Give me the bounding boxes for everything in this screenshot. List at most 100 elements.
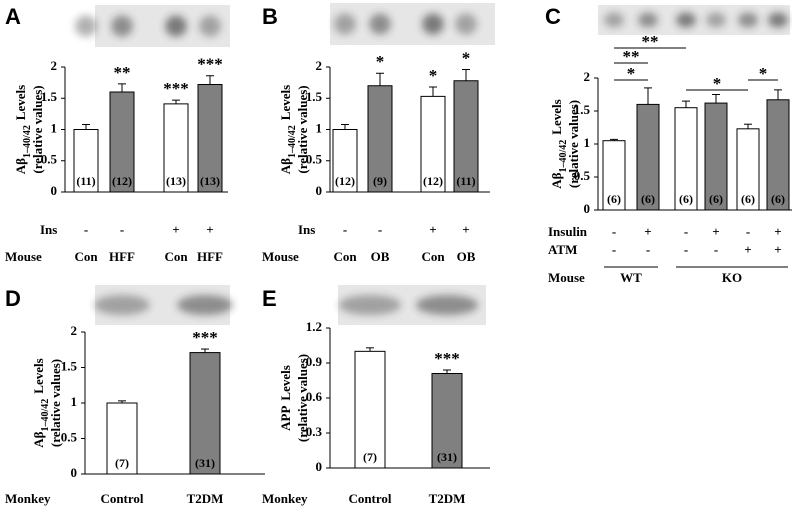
y-tick-label: 0.5 [306, 152, 323, 167]
blot-band [339, 295, 401, 315]
n-label: (12) [112, 174, 132, 188]
y-axis-label-part: Aβ [13, 158, 28, 174]
y-tick-label: 2 [71, 323, 78, 338]
row-label: ATM [548, 242, 577, 257]
blot-band [676, 12, 696, 28]
n-label: (6) [679, 192, 693, 206]
blot-band [455, 13, 477, 35]
category-axis-label: Mouse [5, 249, 42, 264]
row-value: - [120, 222, 124, 237]
n-label: (13) [166, 174, 186, 188]
n-label: (6) [607, 192, 621, 206]
bracket-label: * [713, 74, 722, 93]
y-tick-label: 0 [316, 183, 323, 198]
blot-band [199, 15, 221, 37]
row-value: + [774, 224, 781, 239]
significance: *** [192, 328, 218, 347]
panel-letter: B [262, 4, 278, 29]
row-value: + [172, 222, 179, 237]
y-axis-label: Aβ1–40/42 Levels [31, 358, 51, 447]
blot-band [416, 295, 478, 315]
row-value: - [684, 242, 688, 257]
blot-band [369, 13, 391, 35]
n-label: (6) [741, 192, 755, 206]
category-axis-label: Monkey [262, 491, 308, 506]
y-axis-label-part: 1–40/42 [558, 140, 569, 173]
y-tick-label: 0.5 [574, 168, 591, 183]
y-tick-label: 0 [584, 201, 591, 216]
y-axis-label-part: Aβ [278, 158, 293, 174]
bar [431, 373, 463, 469]
blot-band [177, 295, 233, 315]
y-tick-label: 2 [584, 69, 591, 84]
y-tick-label: 0.3 [306, 424, 323, 439]
row-value: - [612, 224, 616, 239]
significance: * [429, 66, 438, 85]
panel: B 0 0.5 1 1.5 2 Aβ1–40/42 Levels (relative value… [262, 3, 495, 264]
n-label: (13) [200, 174, 220, 188]
n-label: (12) [335, 174, 355, 188]
bracket-label: * [627, 64, 636, 83]
panel-letter: C [545, 4, 561, 29]
x-tick-label: HFF [197, 249, 223, 264]
y-axis-label-part: Aβ [31, 431, 46, 447]
y-axis-label-part: APP [278, 406, 293, 431]
category-axis-label: Monkey [5, 491, 51, 506]
bar [106, 402, 138, 475]
y-axis-label-part: Levels [13, 85, 28, 120]
blot-band [638, 12, 658, 28]
x-tick-label: Control [100, 491, 143, 506]
blot-band [422, 13, 444, 35]
bar [420, 95, 446, 193]
y-tick-label: 0 [71, 465, 78, 480]
x-tick-label: Con [164, 249, 188, 264]
n-label: (11) [76, 174, 95, 188]
blot-band [111, 15, 133, 37]
y-tick-label: 0 [316, 459, 323, 474]
n-label: (7) [115, 456, 129, 470]
blot-band [334, 13, 356, 35]
panel: D 0 0.5 1 1.5 2 Aβ1–40/42 Levels (relative value… [5, 285, 265, 506]
row-value: + [644, 224, 651, 239]
n-label: (6) [709, 192, 723, 206]
blot-band [706, 12, 726, 28]
n-label: (6) [641, 192, 655, 206]
row-value: - [343, 222, 347, 237]
y-axis-label: Aβ1–40/42 Levels [13, 85, 33, 174]
y-tick-label: 1.2 [306, 319, 322, 334]
y-axis-label-2: (relative values) [48, 359, 63, 447]
n-label: (6) [771, 192, 785, 206]
bar [367, 85, 393, 193]
n-label: (31) [195, 456, 215, 470]
row-value: - [378, 222, 382, 237]
bar [109, 91, 135, 193]
y-tick-label: 1 [71, 394, 78, 409]
y-axis-label-part: 1–40/42 [22, 125, 33, 158]
y-axis-label-2: (relative values) [295, 354, 310, 442]
row-value: - [646, 242, 650, 257]
y-tick-label: 0.5 [41, 152, 58, 167]
blot-band [604, 12, 624, 28]
bracket-label: ** [642, 32, 659, 51]
panel: A 0 0.5 1 1.5 2 Aβ1–40/42 Levels (relative value… [5, 4, 230, 264]
bar [354, 350, 386, 469]
panel-letter: A [5, 4, 21, 29]
y-tick-label: 0 [51, 183, 58, 198]
blot-band [165, 15, 187, 37]
y-tick-label: 1.5 [306, 89, 323, 104]
y-axis-label-part: Levels [549, 99, 564, 134]
blot-band [738, 12, 758, 28]
row-value: + [774, 242, 781, 257]
n-label: (11) [456, 174, 475, 188]
bracket-label: ** [623, 47, 640, 66]
row-value: - [84, 222, 88, 237]
y-axis-label: APP Levels [278, 365, 293, 431]
x-tick-label: Con [333, 249, 357, 264]
row-value: + [462, 222, 469, 237]
y-axis-label-part: Levels [278, 85, 293, 120]
row-value: + [744, 242, 751, 257]
y-tick-label: 1.5 [61, 358, 78, 373]
group-label: WT [620, 270, 642, 285]
category-axis-label: Mouse [548, 270, 585, 285]
y-tick-label: 1 [584, 135, 591, 150]
